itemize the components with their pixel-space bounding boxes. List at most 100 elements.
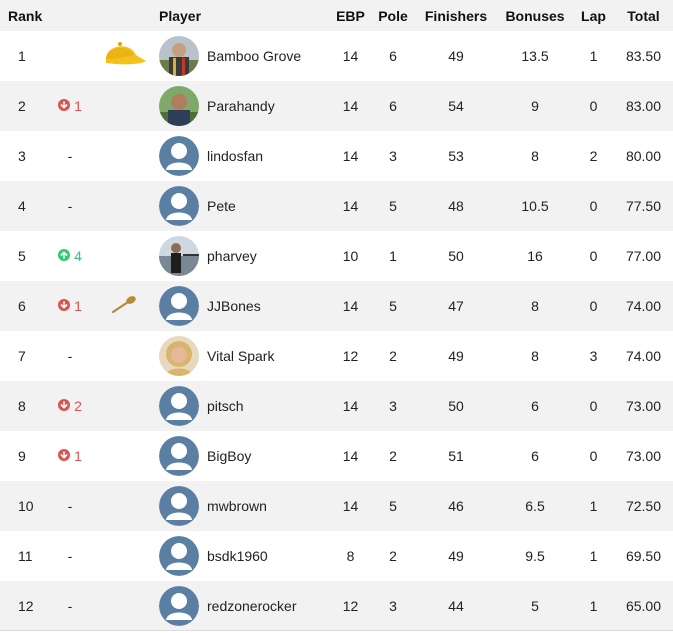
table-row[interactable]: 2 1 Parahandy 14 6 54 9 0 83.00 <box>0 81 673 131</box>
player-name[interactable]: JJBones <box>207 298 261 314</box>
lap-cell: 1 <box>589 498 598 514</box>
avatar[interactable] <box>159 36 199 76</box>
badge-cell <box>90 81 157 131</box>
bonuses-cell: 6 <box>531 448 539 464</box>
avatar[interactable] <box>159 186 199 226</box>
player-cell[interactable]: redzonerocker <box>157 581 330 631</box>
pole-cell: 3 <box>389 398 397 414</box>
player-name[interactable]: Parahandy <box>207 98 275 114</box>
table-row[interactable]: 1 Bamboo Grove 14 6 49 13.5 1 83.50 <box>0 31 673 81</box>
col-header-player[interactable]: Player <box>159 7 202 24</box>
player-cell[interactable]: Pete <box>157 181 330 231</box>
col-header-ebp[interactable]: EBP <box>336 7 365 24</box>
change-cell: 1 <box>50 431 90 481</box>
table-row[interactable]: 7 - Vital Spark 12 2 49 8 3 74.00 <box>0 331 673 381</box>
col-header-total[interactable]: Total <box>627 7 660 24</box>
finishers-cell: 49 <box>448 48 464 64</box>
avatar[interactable] <box>159 286 199 326</box>
player-name[interactable]: pharvey <box>207 248 257 264</box>
player-cell[interactable]: lindosfan <box>157 131 330 181</box>
badge-cell <box>90 281 157 331</box>
badge-cell <box>90 381 157 431</box>
rank-change: - <box>67 348 73 364</box>
finishers-cell: 50 <box>448 398 464 414</box>
ebp-cell: 14 <box>342 148 359 164</box>
arrow-up-icon <box>58 248 74 264</box>
rank-cell: 9 <box>18 448 26 464</box>
player-name[interactable]: redzonerocker <box>207 598 297 614</box>
col-header-bonuses[interactable]: Bonuses <box>505 7 565 24</box>
total-cell: 73.00 <box>625 398 662 414</box>
finishers-cell: 49 <box>448 348 464 364</box>
player-name[interactable]: Vital Spark <box>207 348 275 364</box>
bonuses-cell: 9 <box>531 98 539 114</box>
player-name[interactable]: Pete <box>207 198 236 214</box>
col-header-rank[interactable]: Rank <box>8 7 43 24</box>
player-cell[interactable]: Parahandy <box>157 81 330 131</box>
player-cell[interactable]: bsdk1960 <box>157 531 330 581</box>
avatar[interactable] <box>159 586 199 626</box>
lap-cell: 0 <box>589 398 598 414</box>
table-row[interactable]: 8 2 pitsch 14 3 50 6 0 73.00 <box>0 381 673 431</box>
player-cell[interactable]: mwbrown <box>157 481 330 531</box>
rank-cell: 2 <box>18 98 26 114</box>
avatar[interactable] <box>159 86 199 126</box>
pole-cell: 2 <box>389 448 397 464</box>
rank-cell: 5 <box>18 248 26 264</box>
player-name[interactable]: BigBoy <box>207 448 252 464</box>
player-name[interactable]: pitsch <box>207 398 244 414</box>
player-cell[interactable]: BigBoy <box>157 431 330 481</box>
player-cell[interactable]: JJBones <box>157 281 330 331</box>
player-cell[interactable]: pitsch <box>157 381 330 431</box>
finishers-cell: 51 <box>448 448 464 464</box>
table-row[interactable]: 9 1 BigBoy 14 2 51 6 0 73.00 <box>0 431 673 481</box>
finishers-cell: 47 <box>448 298 464 314</box>
avatar[interactable] <box>159 486 199 526</box>
badge-cell <box>90 531 157 581</box>
player-name[interactable]: lindosfan <box>207 148 264 164</box>
table-row[interactable]: 10 - mwbrown 14 5 46 6.5 1 72.50 <box>0 481 673 531</box>
badge-cell <box>90 181 157 231</box>
change-cell: - <box>50 581 90 631</box>
avatar[interactable] <box>159 236 199 276</box>
ebp-cell: 14 <box>342 448 359 464</box>
avatar[interactable] <box>159 386 199 426</box>
table-row[interactable]: 3 - lindosfan 14 3 53 8 2 80.00 <box>0 131 673 181</box>
player-cell[interactable]: Bamboo Grove <box>157 31 330 81</box>
rank-change: - <box>67 148 73 164</box>
table-row[interactable]: 11 - bsdk1960 8 2 49 9.5 1 69.50 <box>0 531 673 581</box>
rank-change-value: 4 <box>74 248 82 264</box>
avatar[interactable] <box>159 336 199 376</box>
player-cell[interactable]: pharvey <box>157 231 330 281</box>
table-row[interactable]: 12 - redzonerocker 12 3 44 5 1 65.00 <box>0 581 673 631</box>
pole-cell: 1 <box>389 248 397 264</box>
bonuses-cell: 6.5 <box>525 498 545 514</box>
arrow-down-icon <box>58 298 74 314</box>
player-name[interactable]: mwbrown <box>207 498 267 514</box>
change-cell: 2 <box>50 381 90 431</box>
player-name[interactable]: Bamboo Grove <box>207 48 302 64</box>
rank-change: 2 <box>58 398 82 414</box>
col-header-pole[interactable]: Pole <box>378 7 408 24</box>
ebp-cell: 14 <box>342 198 359 214</box>
table-row[interactable]: 6 1 JJBones 14 5 47 8 0 74.00 <box>0 281 673 331</box>
table-row[interactable]: 4 - Pete 14 5 48 10.5 0 77.50 <box>0 181 673 231</box>
bonuses-cell: 10.5 <box>521 198 549 214</box>
col-header-change <box>50 0 90 31</box>
col-header-finishers[interactable]: Finishers <box>424 7 488 24</box>
avatar[interactable] <box>159 436 199 476</box>
player-cell[interactable]: Vital Spark <box>157 331 330 381</box>
col-header-lap[interactable]: Lap <box>581 7 606 24</box>
rank-cell: 8 <box>18 398 26 414</box>
avatar[interactable] <box>159 536 199 576</box>
total-cell: 77.00 <box>625 248 662 264</box>
rank-change: 4 <box>58 248 82 264</box>
player-name[interactable]: bsdk1960 <box>207 548 268 564</box>
lap-cell: 0 <box>589 248 598 264</box>
table-row[interactable]: 5 4 pharvey 10 1 50 16 0 77.00 <box>0 231 673 281</box>
pole-cell: 6 <box>389 48 397 64</box>
bonuses-cell: 8 <box>531 148 539 164</box>
avatar[interactable] <box>159 136 199 176</box>
change-cell: - <box>50 531 90 581</box>
total-cell: 80.00 <box>625 148 662 164</box>
